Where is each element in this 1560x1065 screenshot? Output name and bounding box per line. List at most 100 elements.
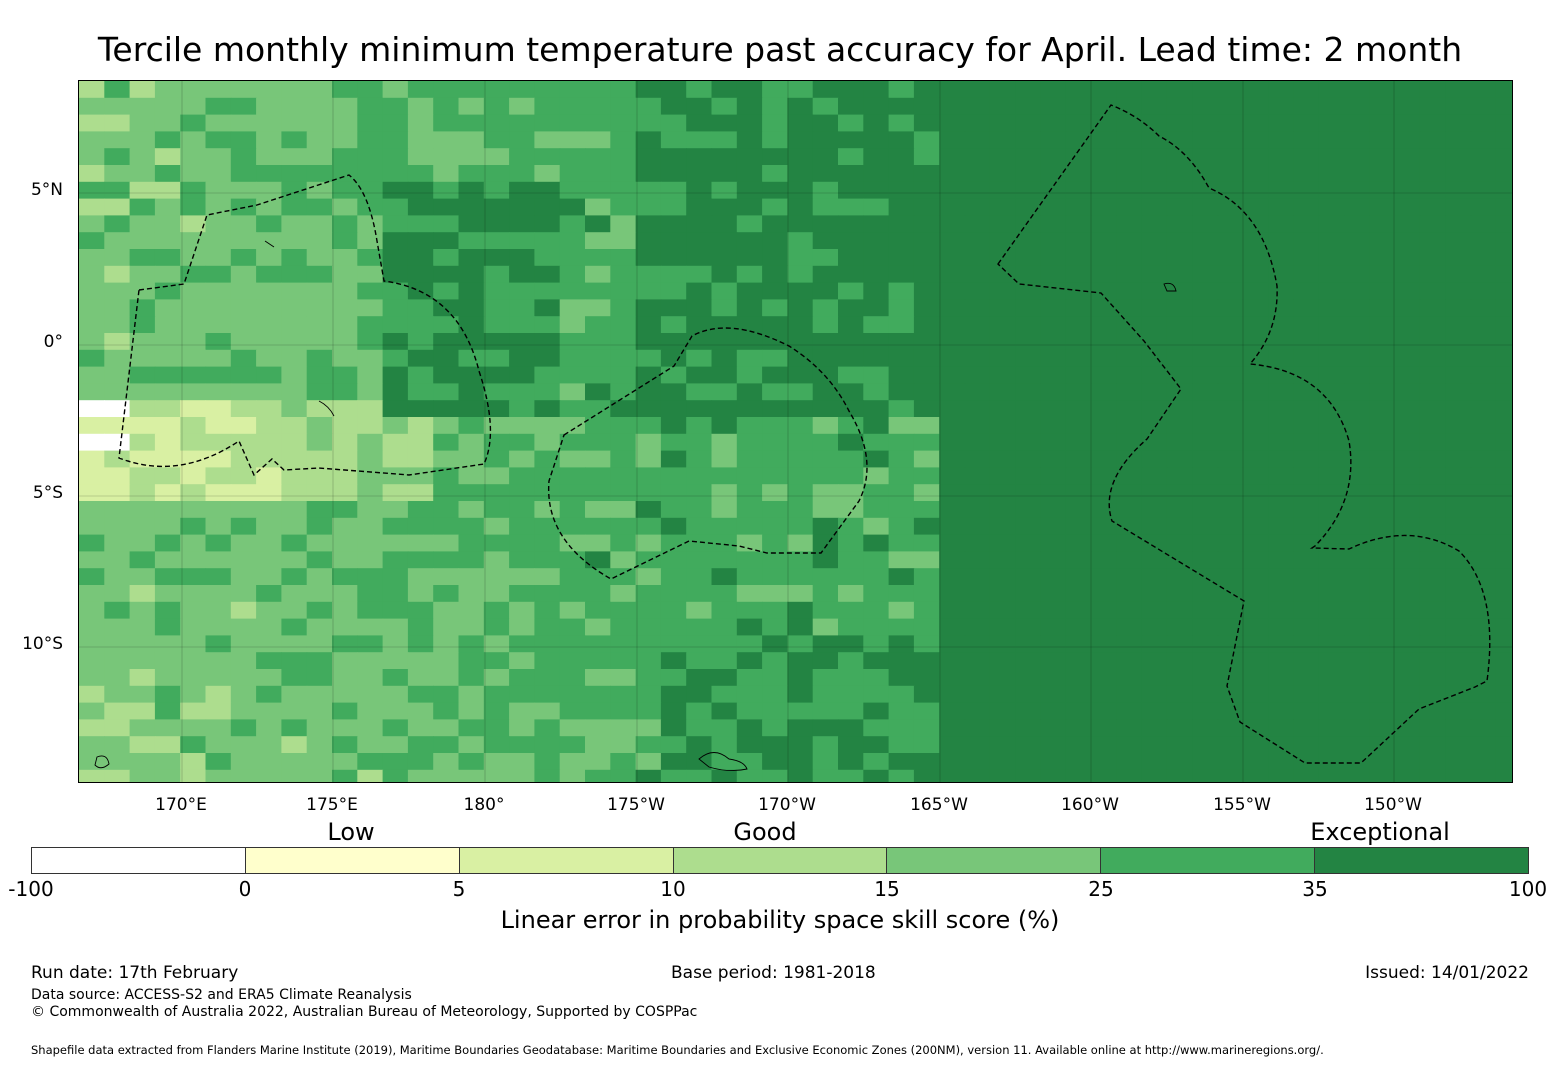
grid-cell: [129, 769, 156, 782]
grid-cell: [660, 333, 687, 351]
grid-cell: [104, 383, 131, 401]
grid-cell: [1445, 249, 1472, 267]
grid-cell: [1192, 181, 1219, 200]
grid-cell: [534, 450, 561, 468]
grid-cell: [433, 400, 460, 418]
grid-cell: [1242, 769, 1269, 782]
grid-cell: [812, 601, 839, 620]
grid-cell: [762, 417, 788, 435]
grid-cell: [1141, 333, 1168, 351]
grid-cell: [205, 719, 232, 737]
grid-cell: [888, 769, 915, 782]
grid-cell: [256, 400, 282, 418]
grid-cell: [711, 601, 738, 620]
grid-cell: [736, 333, 763, 351]
grid-cell: [559, 181, 586, 200]
grid-cell: [306, 165, 333, 183]
grid-cell: [1040, 131, 1067, 149]
grid-cell: [787, 685, 814, 704]
grid-cell: [357, 131, 384, 149]
grid-cell: [1116, 165, 1143, 183]
grid-cell: [1015, 702, 1041, 720]
grid-cell: [1495, 753, 1512, 771]
grid-cell: [1445, 232, 1472, 250]
grid-cell: [812, 534, 839, 552]
grid-cell: [736, 366, 763, 384]
grid-cell: [509, 282, 535, 300]
grid-cell: [1445, 81, 1472, 99]
grid-cell: [79, 349, 105, 368]
grid-cell: [534, 349, 561, 368]
grid-cell: [736, 349, 763, 368]
grid-cell: [913, 517, 940, 536]
grid-cell: [1470, 601, 1497, 620]
grid-cell: [483, 433, 510, 452]
grid-cell: [1217, 450, 1244, 468]
grid-cell: [1344, 265, 1370, 284]
grid-cell: [635, 450, 662, 468]
grid-cell: [812, 585, 839, 603]
grid-cell: [1217, 702, 1244, 720]
grid-cell: [1293, 753, 1320, 771]
grid-cell: [838, 97, 864, 116]
grid-cell: [1495, 467, 1512, 485]
grid-cell: [79, 433, 105, 452]
grid-cell: [711, 97, 738, 116]
grid-cell: [1040, 97, 1067, 116]
grid-cell: [1369, 265, 1396, 284]
grid-cell: [230, 299, 257, 317]
grid-cell: [964, 585, 991, 603]
grid-cell: [812, 652, 839, 670]
grid-cell: [357, 551, 384, 569]
grid-cell: [1166, 669, 1193, 687]
grid-cell: [812, 165, 839, 183]
grid-cell: [686, 265, 713, 284]
grid-cell: [660, 568, 687, 586]
grid-cell: [1344, 719, 1370, 737]
grid-cell: [1268, 383, 1294, 401]
grid-cell: [180, 534, 207, 552]
grid-cell: [838, 400, 864, 418]
grid-cell: [762, 517, 788, 536]
grid-cell: [281, 215, 308, 233]
grid-cell: [787, 131, 814, 149]
grid-cell: [1470, 349, 1497, 368]
grid-cell: [1495, 349, 1512, 368]
grid-cell: [863, 551, 890, 569]
grid-cell: [1217, 349, 1244, 368]
grid-cell: [230, 585, 257, 603]
grid-cell: [433, 265, 460, 284]
grid-cell: [610, 484, 637, 502]
grid-cell: [357, 601, 384, 620]
grid-cell: [888, 433, 915, 452]
grid-cell: [989, 131, 1016, 149]
grid-cell: [939, 232, 966, 250]
grid-cell: [711, 232, 738, 250]
grid-cell: [787, 215, 814, 233]
grid-cell: [635, 484, 662, 502]
grid-cell: [1015, 753, 1041, 771]
grid-cell: [762, 484, 788, 502]
grid-cell: [1116, 383, 1143, 401]
grid-cell: [256, 148, 282, 166]
grid-cell: [736, 265, 763, 284]
grid-cell: [230, 484, 257, 502]
grid-cell: [686, 148, 713, 166]
grid-cell: [1217, 417, 1244, 435]
grid-cell: [762, 282, 788, 300]
grid-cell: [711, 265, 738, 284]
grid-cell: [660, 551, 687, 569]
grid-cell: [686, 282, 713, 300]
grid-cell: [306, 652, 333, 670]
grid-cell: [1419, 685, 1446, 704]
grid-cell: [129, 349, 156, 368]
grid-cell: [1268, 501, 1294, 519]
grid-cell: [1091, 433, 1117, 452]
grid-cell: [104, 769, 131, 782]
grid-cell: [1040, 618, 1067, 636]
grid-cell: [79, 618, 105, 636]
grid-cell: [382, 719, 409, 737]
grid-cell: [838, 484, 864, 502]
grid-cell: [1192, 635, 1219, 653]
grid-cell: [762, 601, 788, 620]
